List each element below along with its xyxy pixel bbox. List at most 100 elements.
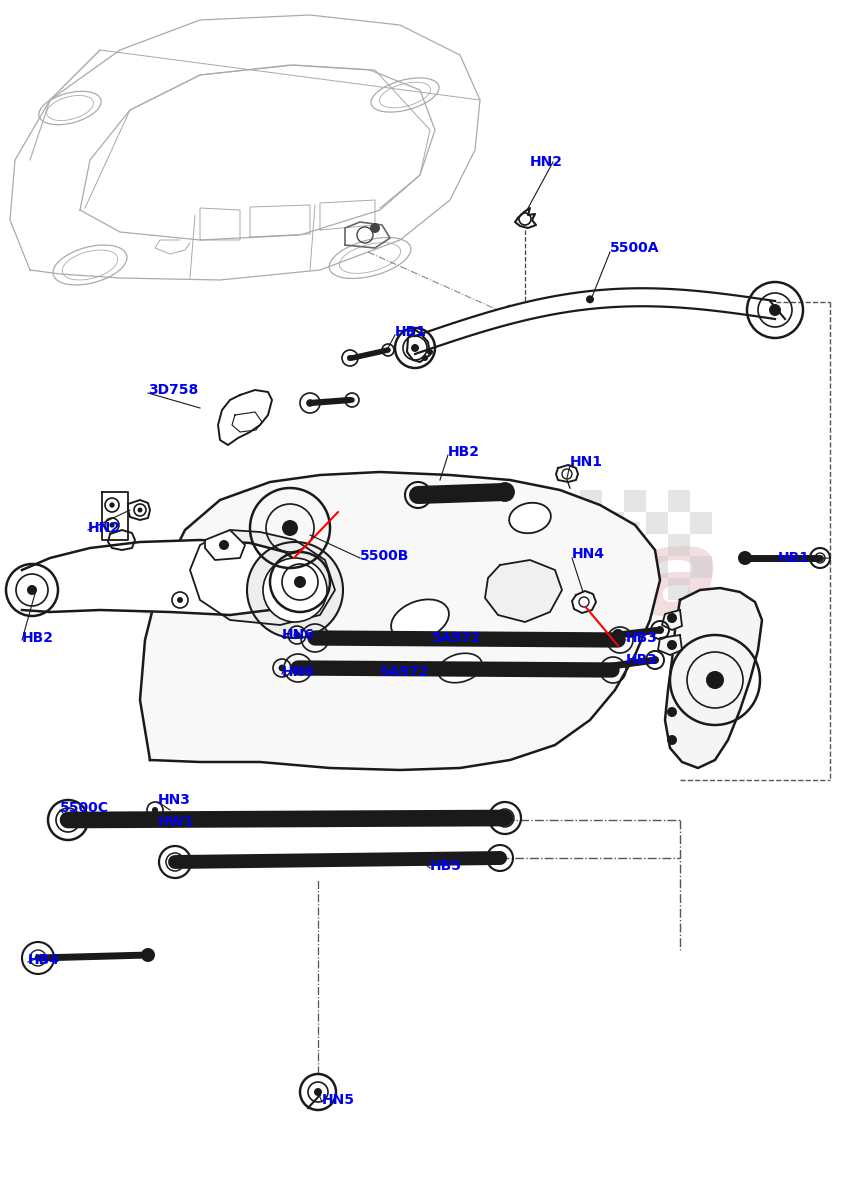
- Text: HB1: HB1: [778, 551, 810, 565]
- Text: 3D758: 3D758: [148, 383, 199, 397]
- Bar: [690, 556, 712, 578]
- Text: 5A972: 5A972: [432, 631, 481, 646]
- Circle shape: [247, 542, 343, 638]
- Bar: [668, 578, 690, 600]
- Circle shape: [35, 955, 41, 961]
- Polygon shape: [140, 472, 660, 770]
- Circle shape: [182, 817, 187, 822]
- Circle shape: [64, 816, 72, 824]
- Polygon shape: [190, 530, 335, 625]
- Polygon shape: [658, 635, 682, 655]
- Bar: [580, 578, 602, 600]
- Polygon shape: [22, 540, 308, 614]
- Text: 5500A: 5500A: [610, 241, 659, 254]
- Text: HN3: HN3: [158, 793, 191, 806]
- Bar: [624, 534, 646, 556]
- Circle shape: [386, 348, 390, 353]
- Circle shape: [306, 400, 314, 407]
- Text: HB3: HB3: [626, 653, 658, 667]
- Text: HW1: HW1: [158, 815, 194, 829]
- Circle shape: [586, 295, 594, 304]
- Text: HN1: HN1: [570, 455, 603, 469]
- Text: HB4: HB4: [28, 953, 60, 967]
- Circle shape: [263, 558, 327, 622]
- Text: HN2: HN2: [88, 521, 121, 535]
- Text: c a r   p a r t s: c a r p a r t s: [321, 636, 535, 665]
- Circle shape: [612, 629, 624, 641]
- Circle shape: [608, 665, 618, 674]
- Polygon shape: [572, 590, 596, 613]
- Bar: [668, 534, 690, 556]
- Bar: [602, 556, 624, 578]
- Bar: [624, 578, 646, 600]
- Bar: [646, 512, 668, 534]
- Circle shape: [656, 626, 664, 634]
- Circle shape: [667, 613, 677, 623]
- Polygon shape: [108, 530, 135, 550]
- Circle shape: [411, 344, 419, 352]
- Text: 5500B: 5500B: [360, 550, 409, 563]
- Bar: [690, 512, 712, 534]
- Text: scuderia: scuderia: [134, 522, 722, 638]
- Circle shape: [502, 815, 508, 821]
- Circle shape: [738, 551, 752, 565]
- Ellipse shape: [438, 653, 482, 683]
- Circle shape: [706, 671, 724, 689]
- Bar: [646, 556, 668, 578]
- Text: HN6: HN6: [282, 628, 315, 642]
- Polygon shape: [515, 208, 536, 228]
- Polygon shape: [485, 560, 562, 622]
- Circle shape: [167, 817, 173, 823]
- Polygon shape: [218, 390, 272, 445]
- Circle shape: [110, 503, 115, 508]
- Circle shape: [667, 640, 677, 650]
- Circle shape: [667, 707, 677, 716]
- Circle shape: [282, 520, 298, 536]
- Bar: [580, 534, 602, 556]
- Circle shape: [172, 859, 178, 865]
- Circle shape: [138, 508, 142, 512]
- Circle shape: [651, 656, 659, 664]
- Polygon shape: [665, 588, 762, 768]
- Circle shape: [667, 734, 677, 745]
- Text: HN5: HN5: [322, 1093, 355, 1106]
- Circle shape: [347, 355, 353, 361]
- Circle shape: [294, 631, 300, 638]
- Circle shape: [219, 540, 229, 550]
- Circle shape: [427, 349, 433, 355]
- Circle shape: [177, 596, 183, 602]
- Text: HN6: HN6: [282, 665, 315, 679]
- Circle shape: [141, 948, 155, 962]
- Text: HB2: HB2: [22, 631, 54, 646]
- Text: 5500C: 5500C: [60, 802, 109, 815]
- Circle shape: [294, 576, 306, 588]
- Circle shape: [310, 632, 320, 643]
- Polygon shape: [407, 330, 430, 362]
- Polygon shape: [662, 610, 682, 630]
- Bar: [580, 490, 602, 512]
- Circle shape: [370, 223, 380, 233]
- Circle shape: [110, 522, 115, 528]
- Text: HB3: HB3: [626, 631, 658, 646]
- Ellipse shape: [391, 600, 449, 641]
- Circle shape: [152, 806, 158, 814]
- Polygon shape: [205, 530, 245, 560]
- Circle shape: [769, 304, 781, 316]
- Bar: [602, 512, 624, 534]
- Circle shape: [349, 397, 354, 403]
- Circle shape: [293, 662, 303, 673]
- Circle shape: [278, 665, 285, 672]
- Circle shape: [422, 355, 428, 361]
- Text: HB5: HB5: [430, 859, 462, 874]
- Polygon shape: [556, 464, 578, 482]
- Ellipse shape: [509, 503, 551, 533]
- Circle shape: [497, 856, 502, 860]
- Text: HB2: HB2: [448, 445, 480, 458]
- Polygon shape: [128, 500, 150, 520]
- Bar: [668, 490, 690, 512]
- Circle shape: [615, 635, 625, 644]
- Bar: [624, 490, 646, 512]
- Text: 5A972: 5A972: [380, 665, 430, 679]
- Text: HN4: HN4: [572, 547, 605, 560]
- Circle shape: [27, 584, 37, 595]
